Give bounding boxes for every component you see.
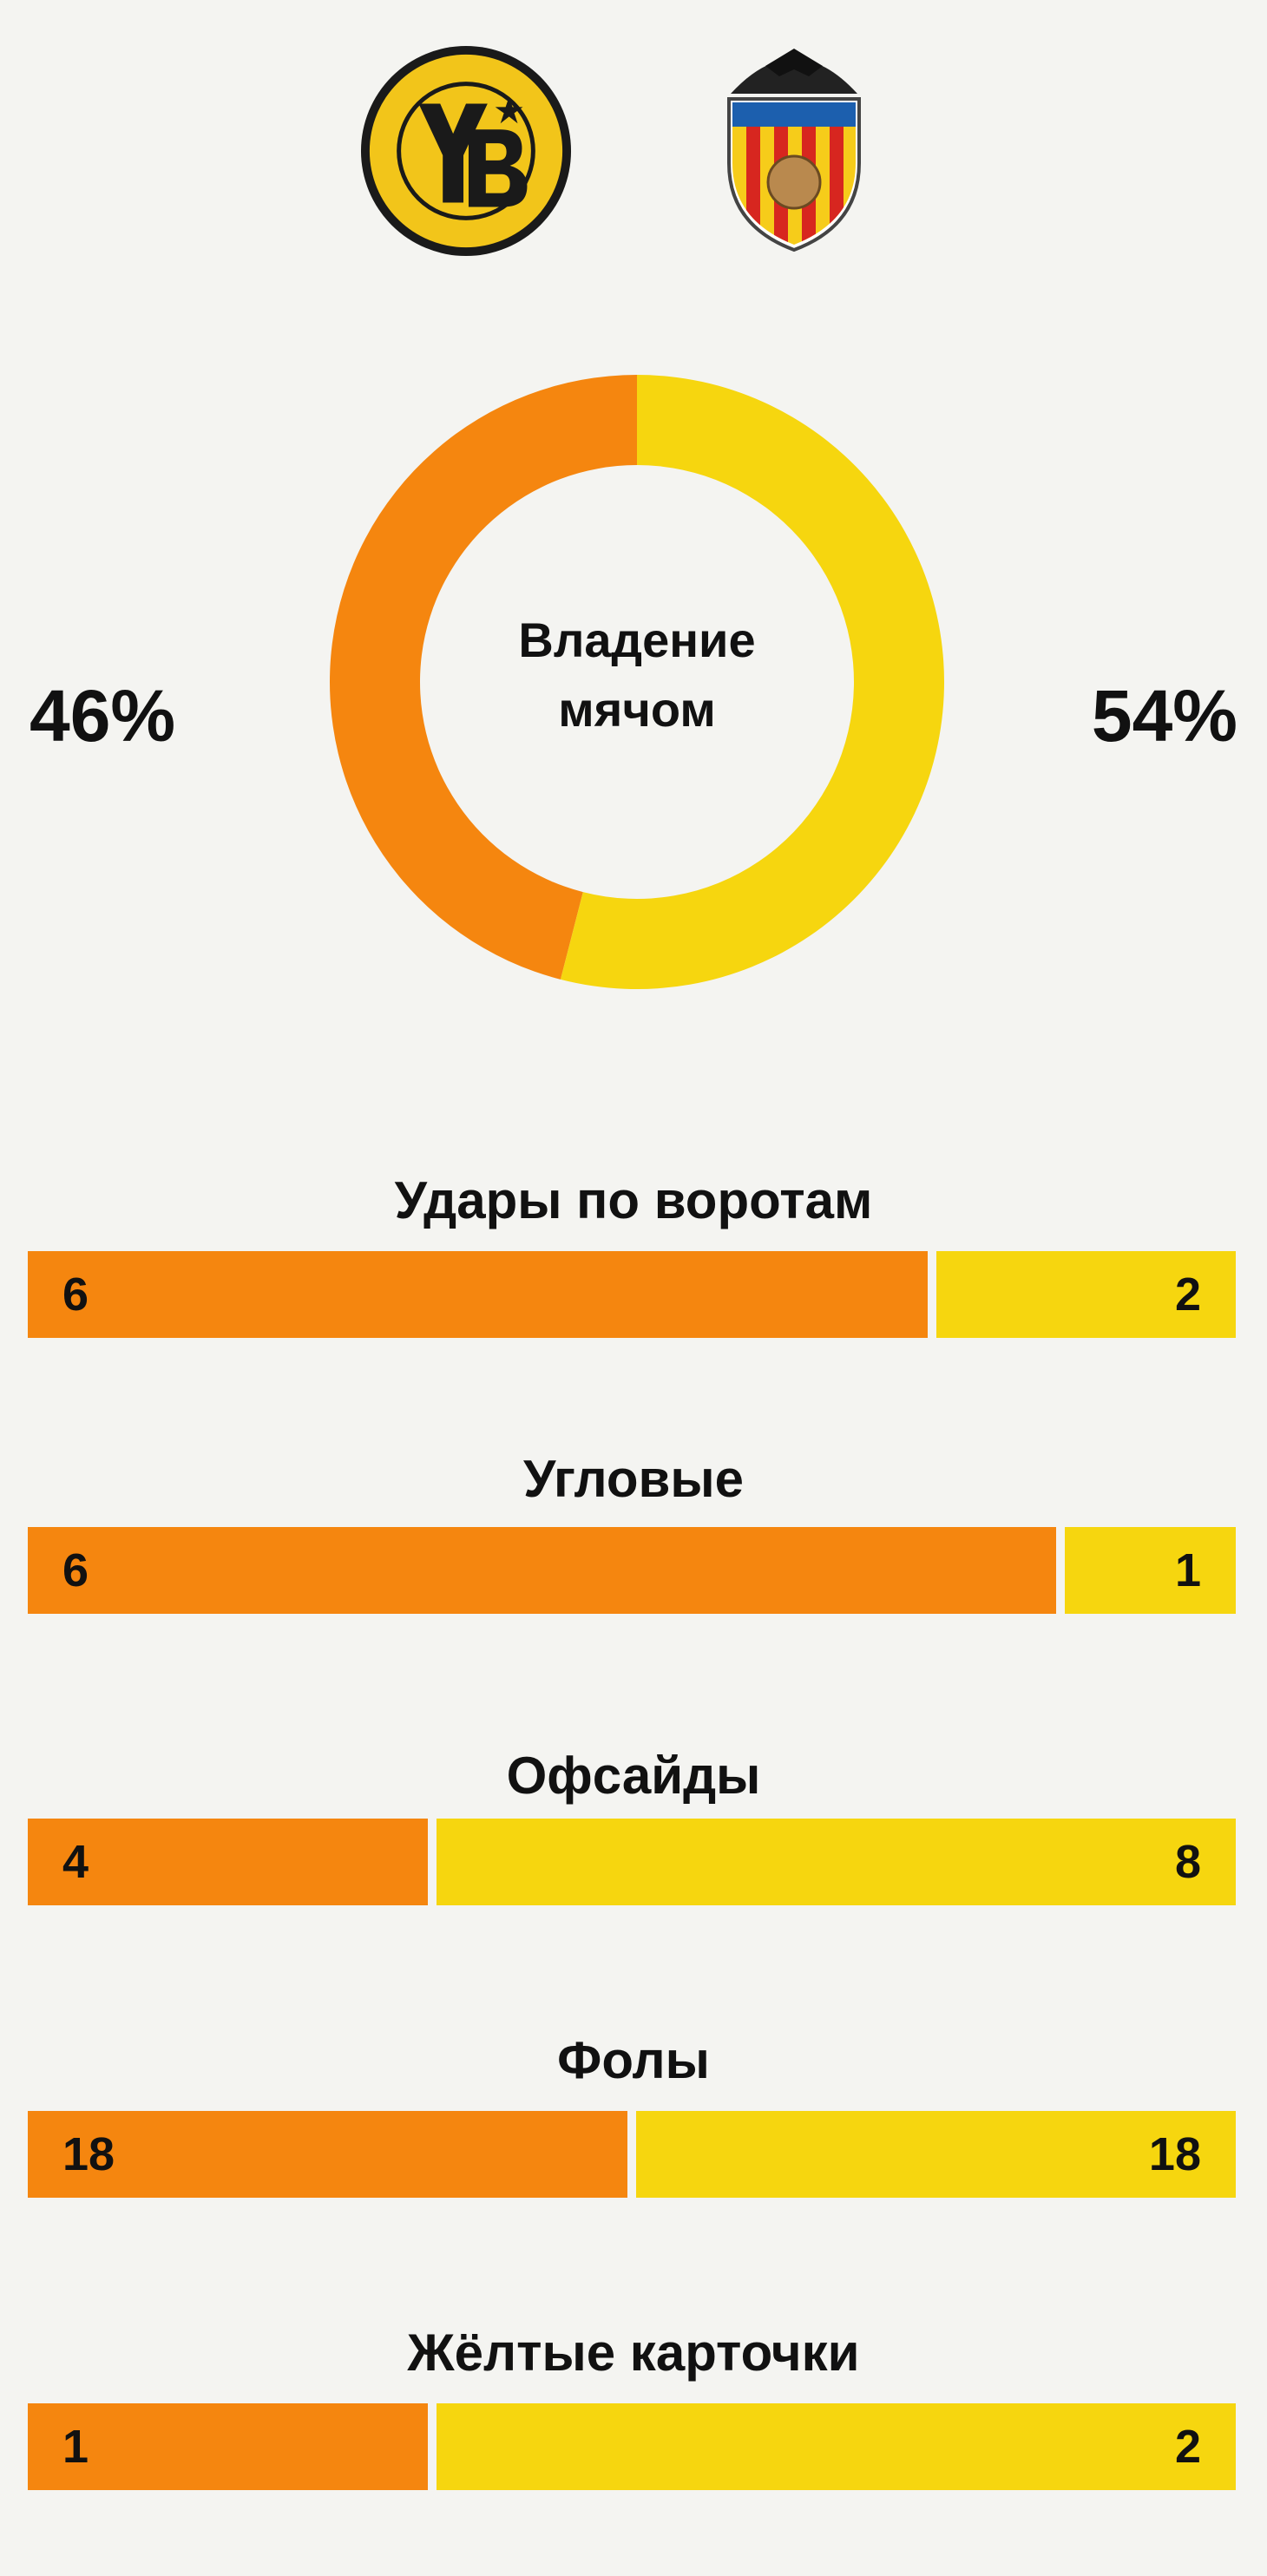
away-value-yellow-cards: 2 [1174,2421,1201,2473]
away-bar-shots-on-target: 2 [936,1251,1236,1338]
stat-title-yellow-cards: Жёлтые карточки [407,2324,860,2382]
home-bar-fouls: 18 [28,2111,627,2198]
away-value-offsides: 8 [1174,1836,1201,1888]
away-bar-corners: 1 [1065,1527,1236,1614]
young-boys-crest-icon [360,45,572,257]
donut-slice-away [560,375,944,989]
home-bar-offsides: 4 [28,1819,428,1905]
away-bar-offsides: 8 [437,1819,1236,1905]
home-value-offsides: 4 [62,1836,89,1888]
away-bar-fouls: 18 [636,2111,1236,2198]
home-team-logo [358,43,574,259]
away-possession-label: 54% [1091,675,1237,757]
stat-title-shots-on-target: Удары по воротам [394,1171,873,1229]
away-team-logo [713,33,875,255]
possession-donut-svg [330,375,944,989]
home-bar-corners: 6 [28,1527,1056,1614]
stat-title-corners: Угловые [522,1450,744,1508]
away-value-corners: 1 [1174,1544,1201,1596]
home-value-fouls: 18 [62,2128,115,2180]
away-value-shots-on-target: 2 [1174,1268,1201,1321]
stat-title-fouls: Фолы [557,2031,710,2089]
away-bar-yellow-cards: 2 [437,2403,1236,2490]
home-bar-yellow-cards: 1 [28,2403,428,2490]
valencia-crest-icon [727,49,861,252]
stat-title-offsides: Офсайды [506,1747,761,1805]
home-possession-label: 46% [30,675,176,757]
home-value-yellow-cards: 1 [62,2421,89,2473]
home-value-shots-on-target: 6 [62,1268,89,1321]
possession-donut-chart [330,375,944,989]
away-value-fouls: 18 [1148,2128,1201,2180]
donut-slice-home [330,375,637,980]
possession-title: Владение мячом [518,613,756,737]
home-bar-shots-on-target: 6 [28,1251,928,1338]
home-value-corners: 6 [62,1544,89,1596]
